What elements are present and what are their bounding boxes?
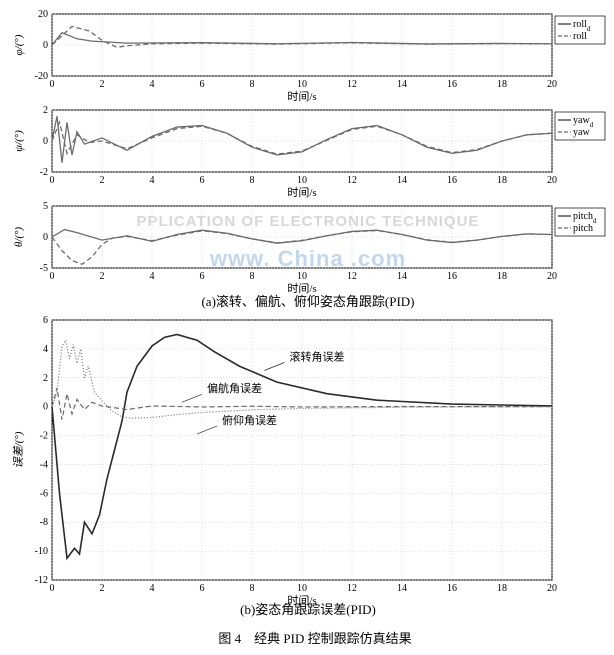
svg-text:10: 10 xyxy=(297,271,307,282)
svg-text:8: 8 xyxy=(250,271,255,282)
svg-text:12: 12 xyxy=(347,79,357,90)
svg-text:20: 20 xyxy=(38,9,48,20)
svg-text:(a)滚转、偏航、俯仰姿态角跟踪(PID): (a)滚转、偏航、俯仰姿态角跟踪(PID) xyxy=(201,294,414,309)
svg-text:2: 2 xyxy=(100,175,105,186)
svg-text:6: 6 xyxy=(200,583,205,594)
svg-text:2: 2 xyxy=(100,79,105,90)
svg-text:6: 6 xyxy=(200,271,205,282)
svg-text:18: 18 xyxy=(497,271,507,282)
svg-text:20: 20 xyxy=(547,583,557,594)
svg-text:-8: -8 xyxy=(40,517,48,528)
svg-text:0: 0 xyxy=(43,402,48,413)
svg-text:误差/(°): 误差/(°) xyxy=(12,431,25,468)
svg-text:4: 4 xyxy=(150,175,155,186)
svg-text:0: 0 xyxy=(43,232,48,243)
svg-text:10: 10 xyxy=(297,79,307,90)
svg-text:4: 4 xyxy=(150,79,155,90)
svg-text:yaw: yaw xyxy=(573,127,590,138)
figure-caption: 图 4 经典 PID 控制跟踪仿真结果 xyxy=(8,628,614,647)
svg-text:偏航角误差: 偏航角误差 xyxy=(207,381,262,395)
svg-text:16: 16 xyxy=(447,271,457,282)
svg-text:2: 2 xyxy=(43,373,48,384)
svg-text:20: 20 xyxy=(547,271,557,282)
svg-text:(b)姿态角跟踪误差(PID): (b)姿态角跟踪误差(PID) xyxy=(240,602,376,617)
svg-text:6: 6 xyxy=(43,315,48,326)
svg-text:12: 12 xyxy=(347,271,357,282)
svg-text:4: 4 xyxy=(150,583,155,594)
svg-text:滚转角误差: 滚转角误差 xyxy=(290,349,345,363)
svg-text:8: 8 xyxy=(250,583,255,594)
svg-text:0: 0 xyxy=(43,40,48,51)
svg-text:16: 16 xyxy=(447,175,457,186)
svg-text:0: 0 xyxy=(50,175,55,186)
svg-text:-4: -4 xyxy=(40,459,48,470)
svg-text:www. China .com: www. China .com xyxy=(209,246,406,271)
svg-text:0: 0 xyxy=(50,583,55,594)
svg-text:俯仰角误差: 俯仰角误差 xyxy=(222,413,277,427)
svg-text:16: 16 xyxy=(447,79,457,90)
svg-text:θ/(°): θ/(°) xyxy=(13,227,25,248)
svg-text:φ/(°): φ/(°) xyxy=(13,34,25,55)
svg-text:20: 20 xyxy=(547,79,557,90)
svg-text:ψ/(°): ψ/(°) xyxy=(13,130,25,152)
svg-text:12: 12 xyxy=(347,583,357,594)
svg-text:8: 8 xyxy=(250,79,255,90)
svg-text:5: 5 xyxy=(43,201,48,212)
svg-text:12: 12 xyxy=(347,175,357,186)
svg-text:6: 6 xyxy=(200,79,205,90)
svg-text:时间/s: 时间/s xyxy=(287,186,316,199)
svg-text:-5: -5 xyxy=(40,263,48,274)
svg-text:roll: roll xyxy=(573,31,587,42)
svg-text:时间/s: 时间/s xyxy=(287,90,316,103)
svg-text:-6: -6 xyxy=(40,488,48,499)
figure-svg: 02468101214161820-20020φ/(°)时间/srolldrol… xyxy=(8,8,606,622)
svg-text:10: 10 xyxy=(297,175,307,186)
svg-text:14: 14 xyxy=(397,271,407,282)
svg-text:PPLICATION OF ELECTRONIC TECHN: PPLICATION OF ELECTRONIC TECHNIQUE xyxy=(137,213,480,230)
svg-text:14: 14 xyxy=(397,79,407,90)
svg-text:-10: -10 xyxy=(35,546,48,557)
svg-text:18: 18 xyxy=(497,175,507,186)
svg-text:18: 18 xyxy=(497,583,507,594)
svg-text:0: 0 xyxy=(43,136,48,147)
svg-text:2: 2 xyxy=(43,105,48,116)
svg-text:16: 16 xyxy=(447,583,457,594)
svg-text:2: 2 xyxy=(100,271,105,282)
svg-text:-20: -20 xyxy=(35,71,48,82)
svg-text:4: 4 xyxy=(43,344,48,355)
svg-text:pitch: pitch xyxy=(573,223,593,234)
svg-text:8: 8 xyxy=(250,175,255,186)
svg-text:0: 0 xyxy=(50,79,55,90)
svg-text:-2: -2 xyxy=(40,167,48,178)
svg-text:18: 18 xyxy=(497,79,507,90)
svg-text:-2: -2 xyxy=(40,431,48,442)
svg-text:-12: -12 xyxy=(35,575,48,586)
svg-text:2: 2 xyxy=(100,583,105,594)
svg-text:14: 14 xyxy=(397,175,407,186)
svg-text:4: 4 xyxy=(150,271,155,282)
svg-text:20: 20 xyxy=(547,175,557,186)
svg-text:0: 0 xyxy=(50,271,55,282)
svg-text:10: 10 xyxy=(297,583,307,594)
svg-text:6: 6 xyxy=(200,175,205,186)
svg-text:14: 14 xyxy=(397,583,407,594)
